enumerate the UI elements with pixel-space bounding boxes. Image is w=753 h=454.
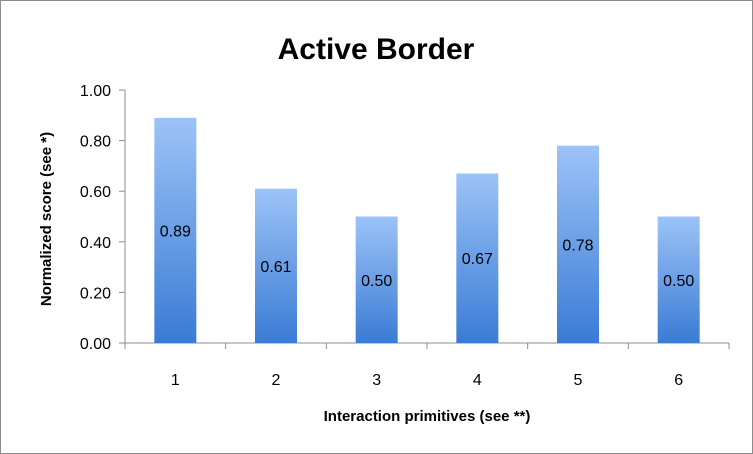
x-tick-label: 4 [473, 372, 482, 389]
y-tick-label: 0.20 [80, 285, 111, 302]
data-label: 0.67 [462, 251, 493, 268]
bar [456, 173, 499, 343]
x-axis-title: Interaction primitives (see **) [324, 408, 531, 425]
bar [355, 216, 398, 343]
y-tick-label: 1.00 [80, 83, 111, 100]
x-tick-label: 6 [674, 372, 683, 389]
x-tick-label: 1 [171, 372, 180, 389]
bar [557, 145, 599, 343]
bar [657, 216, 700, 343]
bar [154, 117, 197, 343]
y-tick-label: 0.80 [80, 134, 111, 151]
y-tick-label: 0.00 [80, 336, 111, 353]
data-label: 0.50 [361, 273, 392, 290]
chart-title: Active Border [278, 33, 475, 66]
plot-area: 0.00 0.20 0.40 0.60 0.80 1.00 1 0.89 2 0.61 3 0.50 4… [80, 83, 730, 389]
data-label: 0.89 [160, 223, 191, 240]
bar [255, 188, 297, 343]
x-tick-label: 5 [574, 372, 583, 389]
x-tick-label: 3 [372, 372, 381, 389]
data-label: 0.61 [260, 259, 291, 276]
x-tick-label: 2 [272, 372, 281, 389]
data-label: 0.78 [562, 237, 593, 254]
y-tick-label: 0.60 [80, 184, 111, 201]
y-tick-label: 0.40 [80, 235, 111, 252]
y-axis-title: Normalized score (see *) [38, 132, 55, 306]
data-label: 0.50 [663, 273, 694, 290]
